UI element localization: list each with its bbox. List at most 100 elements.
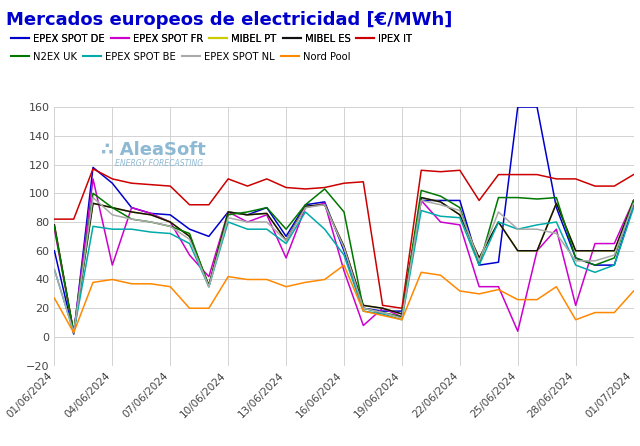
MIBEL PT bbox=[379, 306, 387, 311]
IPEX IT bbox=[263, 176, 271, 182]
Text: ENERGY FORECASTING: ENERGY FORECASTING bbox=[115, 159, 204, 168]
EPEX SPOT NL bbox=[205, 284, 212, 289]
EPEX SPOT DE bbox=[70, 331, 77, 337]
EPEX SPOT NL bbox=[514, 227, 522, 232]
EPEX SPOT DE bbox=[109, 181, 116, 186]
EPEX SPOT NL bbox=[572, 258, 580, 264]
MIBEL ES bbox=[70, 330, 77, 335]
MIBEL PT bbox=[89, 201, 97, 206]
N2EX UK bbox=[495, 195, 502, 200]
MIBEL ES bbox=[476, 255, 483, 260]
MIBEL ES bbox=[263, 211, 271, 216]
N2EX UK bbox=[436, 194, 444, 199]
N2EX UK bbox=[70, 330, 77, 335]
EPEX SPOT DE bbox=[321, 199, 328, 205]
MIBEL ES bbox=[225, 209, 232, 215]
IPEX IT bbox=[244, 183, 252, 189]
MIBEL ES bbox=[147, 212, 155, 218]
MIBEL ES bbox=[166, 219, 174, 225]
IPEX IT bbox=[147, 182, 155, 187]
EPEX SPOT BE bbox=[109, 227, 116, 232]
N2EX UK bbox=[552, 195, 560, 200]
EPEX SPOT FR bbox=[109, 262, 116, 268]
EPEX SPOT NL bbox=[552, 231, 560, 236]
EPEX SPOT DE bbox=[476, 262, 483, 268]
Line: EPEX SPOT DE: EPEX SPOT DE bbox=[54, 107, 634, 334]
Nord Pool bbox=[611, 310, 618, 315]
EPEX SPOT BE bbox=[340, 252, 348, 258]
EPEX SPOT NL bbox=[340, 245, 348, 251]
EPEX SPOT BE bbox=[263, 227, 271, 232]
EPEX SPOT NL bbox=[417, 198, 425, 203]
N2EX UK bbox=[611, 255, 618, 260]
Nord Pool bbox=[282, 284, 290, 289]
EPEX SPOT FR bbox=[263, 212, 271, 218]
Nord Pool bbox=[340, 262, 348, 268]
EPEX SPOT BE bbox=[379, 311, 387, 317]
MIBEL PT bbox=[476, 255, 483, 260]
MIBEL PT bbox=[456, 212, 464, 218]
IPEX IT bbox=[436, 169, 444, 174]
EPEX SPOT BE bbox=[533, 222, 541, 227]
EPEX SPOT BE bbox=[70, 330, 77, 335]
EPEX SPOT NL bbox=[379, 310, 387, 315]
EPEX SPOT DE bbox=[51, 248, 58, 253]
EPEX SPOT NL bbox=[263, 219, 271, 225]
N2EX UK bbox=[398, 314, 406, 319]
EPEX SPOT DE bbox=[533, 104, 541, 110]
MIBEL ES bbox=[456, 212, 464, 218]
EPEX SPOT BE bbox=[89, 223, 97, 229]
MIBEL ES bbox=[611, 248, 618, 253]
MIBEL PT bbox=[321, 202, 328, 207]
EPEX SPOT FR bbox=[572, 303, 580, 308]
IPEX IT bbox=[128, 181, 136, 186]
Nord Pool bbox=[244, 277, 252, 282]
EPEX SPOT FR bbox=[398, 314, 406, 319]
MIBEL PT bbox=[552, 201, 560, 206]
N2EX UK bbox=[186, 231, 193, 236]
EPEX SPOT BE bbox=[282, 241, 290, 246]
N2EX UK bbox=[514, 195, 522, 200]
MIBEL ES bbox=[360, 303, 367, 308]
IPEX IT bbox=[51, 216, 58, 222]
IPEX IT bbox=[572, 176, 580, 182]
N2EX UK bbox=[379, 310, 387, 315]
MIBEL PT bbox=[282, 238, 290, 244]
EPEX SPOT DE bbox=[572, 255, 580, 260]
Nord Pool bbox=[456, 288, 464, 293]
IPEX IT bbox=[495, 172, 502, 177]
Nord Pool bbox=[436, 273, 444, 278]
EPEX SPOT FR bbox=[552, 227, 560, 232]
Nord Pool bbox=[533, 297, 541, 302]
EPEX SPOT DE bbox=[205, 234, 212, 239]
MIBEL ES bbox=[128, 209, 136, 215]
MIBEL ES bbox=[630, 198, 637, 203]
EPEX SPOT FR bbox=[533, 248, 541, 253]
MIBEL PT bbox=[225, 209, 232, 215]
Line: EPEX SPOT BE: EPEX SPOT BE bbox=[54, 208, 634, 333]
EPEX SPOT NL bbox=[495, 209, 502, 215]
EPEX SPOT NL bbox=[225, 215, 232, 220]
EPEX SPOT BE bbox=[205, 284, 212, 289]
EPEX SPOT FR bbox=[630, 198, 637, 203]
Nord Pool bbox=[360, 309, 367, 314]
IPEX IT bbox=[225, 176, 232, 182]
EPEX SPOT DE bbox=[282, 234, 290, 239]
EPEX SPOT NL bbox=[321, 202, 328, 207]
EPEX SPOT NL bbox=[282, 238, 290, 244]
EPEX SPOT NL bbox=[456, 208, 464, 213]
Nord Pool bbox=[263, 277, 271, 282]
MIBEL ES bbox=[398, 311, 406, 317]
EPEX SPOT NL bbox=[70, 330, 77, 335]
EPEX SPOT NL bbox=[51, 267, 58, 272]
IPEX IT bbox=[417, 168, 425, 173]
EPEX SPOT DE bbox=[436, 198, 444, 203]
IPEX IT bbox=[282, 185, 290, 190]
EPEX SPOT BE bbox=[147, 229, 155, 235]
MIBEL PT bbox=[70, 330, 77, 335]
Nord Pool bbox=[70, 330, 77, 335]
EPEX SPOT FR bbox=[321, 201, 328, 206]
Nord Pool bbox=[128, 281, 136, 286]
Legend: EPEX SPOT DE, EPEX SPOT FR, MIBEL PT, MIBEL ES, IPEX IT: EPEX SPOT DE, EPEX SPOT FR, MIBEL PT, MI… bbox=[12, 34, 412, 44]
Line: IPEX IT: IPEX IT bbox=[54, 169, 634, 308]
